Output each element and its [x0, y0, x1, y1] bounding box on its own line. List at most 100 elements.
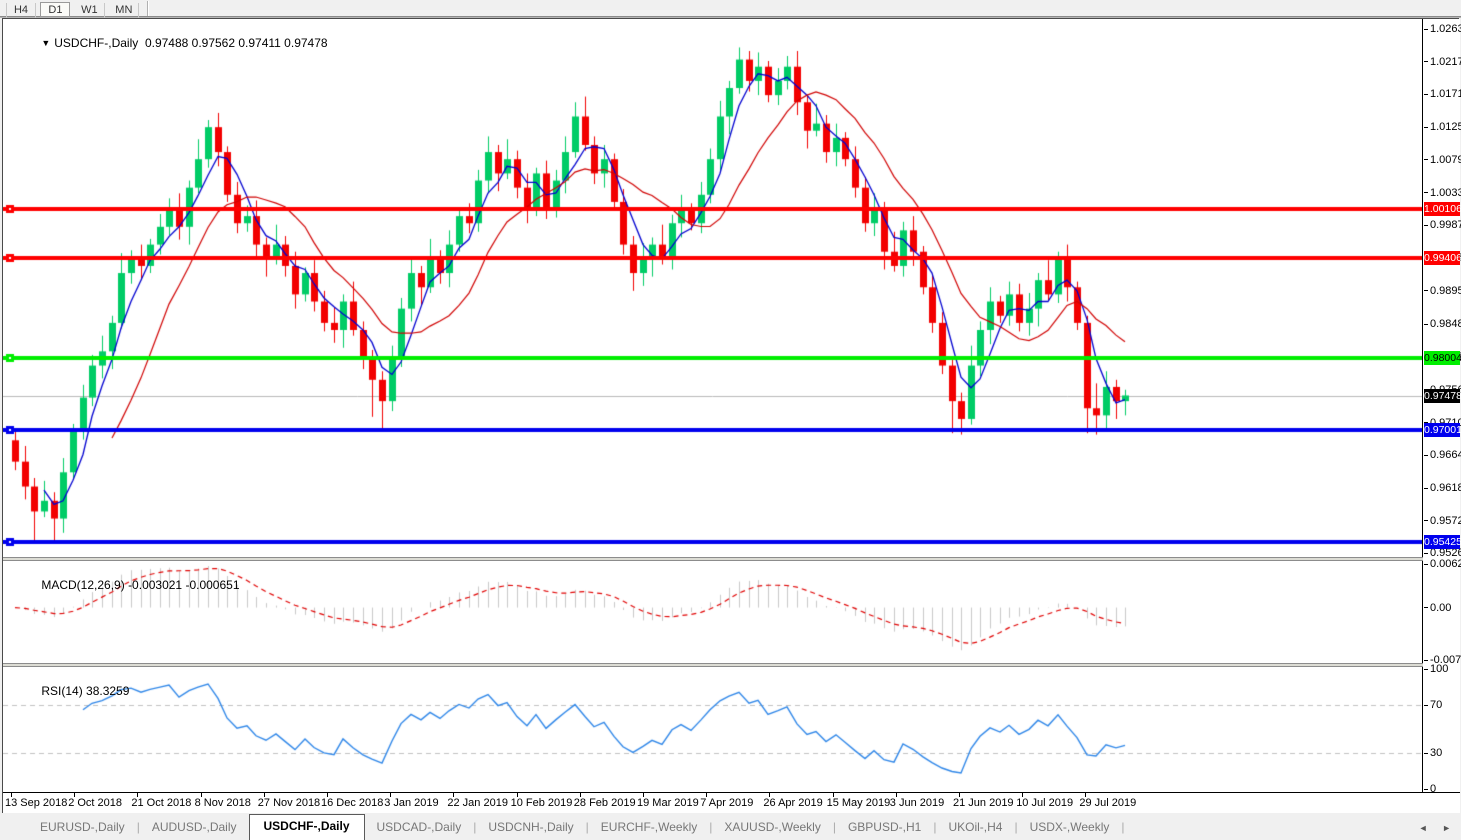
timeframe-w1-button[interactable]: W1 [75, 3, 105, 18]
chart-title: ▼ USDCHF-,Daily 0.97488 0.97562 0.97411 0… [8, 22, 328, 64]
macd-value-main: -0.003021 [128, 578, 183, 592]
date-axis-label: 13 Sep 2018 [5, 797, 68, 809]
date-axis-label: 27 Nov 2018 [257, 797, 321, 809]
timeframe-toolbar: H4 D1 W1 MN [0, 0, 1461, 18]
macd-axis-tick: 0.006286 [1424, 558, 1461, 570]
rsi-value: 38.3259 [86, 684, 130, 698]
tab-gbpusd-h1[interactable]: GBPUSD-,H1 [847, 820, 922, 834]
date-axis[interactable]: 13 Sep 2018 2 Oct 2018 21 Oct 2018 8 Nov 20… [3, 792, 1460, 813]
date-axis-tickmark [11, 793, 12, 797]
macd-axis-tick: 0.00 [1424, 602, 1451, 614]
date-axis-label: 21 Jun 2019 [953, 797, 1014, 809]
hline-price-label: 0.97001 [1424, 422, 1461, 437]
rsi-label: RSI(14) 38.3259 [8, 670, 129, 712]
tab-usdx-weekly[interactable]: USDX-,Weekly [1029, 820, 1110, 834]
hline-price-label: 0.98004 [1424, 351, 1461, 366]
rsi-axis-tick: 0 [1424, 783, 1436, 795]
macd-value-signal: -0.000651 [185, 578, 240, 592]
date-axis-tickmark [327, 793, 328, 797]
date-axis-tickmark [959, 793, 960, 797]
macd-canvas[interactable] [3, 561, 1422, 663]
price-axis-tick: 1.01710 [1424, 88, 1461, 100]
price-axis-tick: 1.02630 [1424, 23, 1461, 35]
macd-name: MACD(12,26,9) [41, 578, 125, 592]
chart-ohlc-values: 0.97488 0.97562 0.97411 0.97478 [144, 36, 328, 50]
date-axis-tickmark [832, 793, 834, 797]
timeframe-h4-button[interactable]: H4 [6, 3, 36, 18]
rsi-pane[interactable]: RSI(14) 38.3259 [3, 667, 1422, 792]
rsi-axis-tick: 100 [1424, 663, 1448, 675]
date-axis-tickmark [643, 793, 644, 797]
rsi-axis-tick: 70 [1424, 699, 1442, 711]
toolbar-separator [146, 1, 149, 17]
price-axis[interactable]: 1.02630 1.02170 1.01710 1.01250 1.00790 1.003… [1424, 19, 1461, 795]
date-axis-tickmark [1022, 793, 1024, 797]
tab-eurusd-daily[interactable]: EURUSD-,Daily [40, 820, 125, 834]
tab-scroll-right-icon[interactable]: ► [1442, 823, 1451, 833]
date-axis-label: 2 Oct 2018 [68, 797, 123, 809]
tab-scroll-left-icon[interactable]: ◄ [1418, 823, 1428, 833]
date-axis-label: 21 Oct 2018 [131, 797, 192, 809]
price-axis-tick: 1.00790 [1424, 154, 1461, 166]
date-axis-tickmark [706, 793, 708, 797]
tab-usdcad-daily[interactable]: USDCAD-,Daily [376, 820, 462, 834]
price-axis-tick: 0.95260 [1424, 547, 1461, 559]
date-axis-tickmark [137, 793, 139, 797]
tab-eurchf-weekly[interactable]: EURCHF-,Weekly [600, 820, 698, 834]
chart-window: ▼ USDCHF-,Daily 0.97488 0.97562 0.97411 0… [2, 18, 1461, 813]
tab-usdcnh-daily[interactable]: USDCNH-,Daily [488, 820, 574, 834]
rsi-name: RSI(14) [41, 684, 83, 698]
date-axis-tickmark [263, 793, 265, 797]
date-axis-tickmark [453, 793, 455, 797]
pane-divider[interactable] [3, 663, 1423, 667]
price-pane[interactable]: ▼ USDCHF-,Daily 0.97488 0.97562 0.97411 0… [3, 19, 1422, 557]
timeframe-d1-button[interactable]: D1 [40, 2, 71, 17]
date-axis-tickmark [516, 793, 518, 797]
date-axis-label: 16 Dec 2018 [321, 797, 384, 809]
price-axis-tick: 1.02170 [1424, 56, 1461, 68]
date-axis-label: 10 Feb 2019 [510, 797, 573, 809]
date-axis-label: 3 Jun 2019 [889, 797, 945, 809]
chart-symbol-label: USDCHF-,Daily [54, 36, 139, 50]
chart-panes: ▼ USDCHF-,Daily 0.97488 0.97562 0.97411 0… [3, 19, 1423, 792]
date-axis-label: 29 Jul 2019 [1079, 797, 1137, 809]
date-axis-label: 7 Apr 2019 [700, 797, 754, 809]
date-axis-tickmark [579, 793, 581, 797]
tab-scroll-arrows: ◄ ► [1407, 823, 1451, 840]
date-axis-tickmark [895, 793, 897, 797]
date-axis-tickmark [769, 793, 771, 797]
pane-divider[interactable] [3, 557, 1423, 561]
date-axis-tickmark [74, 793, 76, 797]
tab-ukoil-h4[interactable]: UKOil-,H4 [948, 820, 1003, 834]
price-axis-tick: 1.01250 [1424, 121, 1461, 133]
rsi-axis-tick: 30 [1424, 747, 1442, 759]
macd-label: MACD(12,26,9) -0.003021 -0.000651 [8, 564, 240, 606]
date-axis-label: 28 Feb 2019 [573, 797, 636, 809]
hline-price-label: 0.95425 [1424, 534, 1461, 549]
tab-audusd-daily[interactable]: AUDUSD-,Daily [151, 820, 237, 834]
rsi-canvas[interactable] [3, 667, 1422, 792]
date-axis-tickmark [1085, 793, 1087, 797]
hline-price-label: 1.00106 [1424, 201, 1461, 216]
hline-price-label: 0.99406 [1424, 251, 1461, 266]
date-axis-tickmark [390, 793, 392, 797]
tab-usdchf-daily[interactable]: USDCHF-,Daily [248, 814, 365, 840]
tab-xauusd-weekly[interactable]: XAUUSD-,Weekly [724, 820, 821, 834]
price-chart-canvas[interactable] [3, 19, 1422, 557]
chevron-down-icon[interactable]: ▼ [41, 38, 51, 48]
date-axis-label: 10 Jul 2019 [1016, 797, 1074, 809]
date-axis-label: 19 Mar 2019 [637, 797, 699, 809]
chart-tabbar: EURUSD-,Daily | AUDUSD-,Daily USDCHF-,Dai… [0, 813, 1461, 840]
date-axis-tickmark [200, 793, 202, 797]
date-axis-label: 15 May 2019 [826, 797, 891, 809]
macd-pane[interactable]: MACD(12,26,9) -0.003021 -0.000651 [3, 561, 1422, 663]
timeframe-mn-button[interactable]: MN [109, 3, 140, 18]
